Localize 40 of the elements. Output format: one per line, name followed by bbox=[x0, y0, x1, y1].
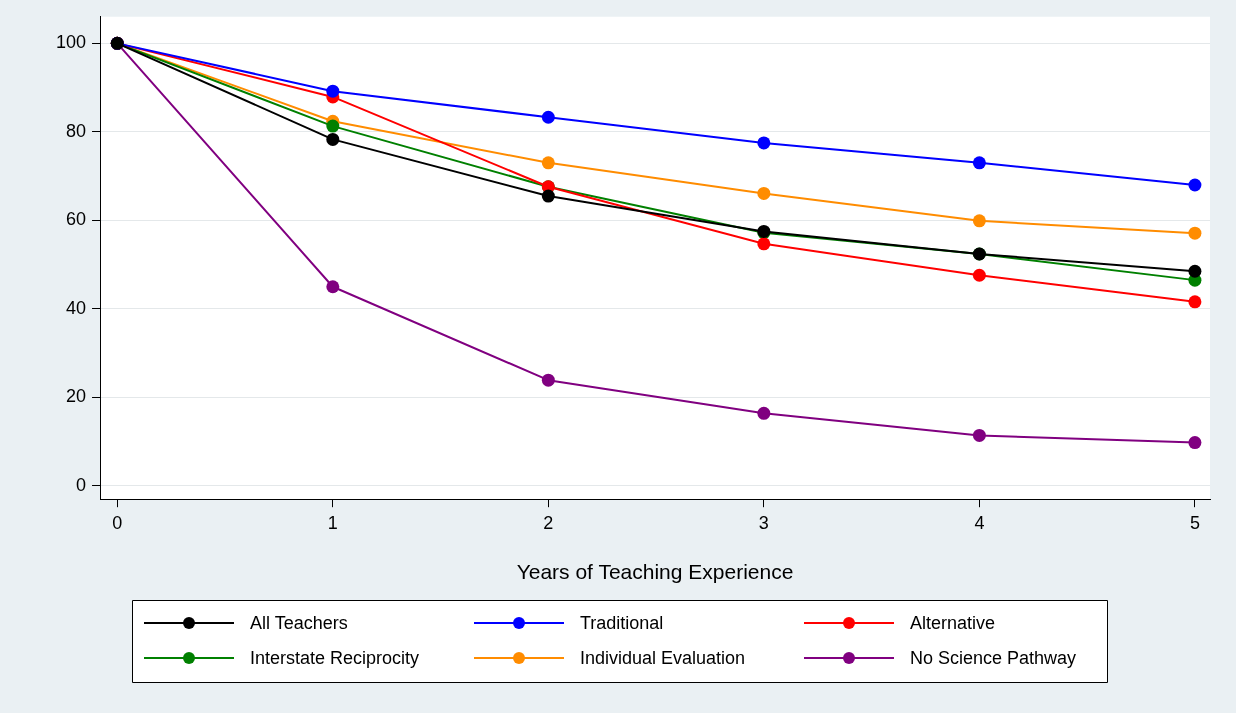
point bbox=[1188, 264, 1202, 278]
y-tick-label: 20 bbox=[66, 386, 87, 407]
x-tick-label: 4 bbox=[974, 512, 985, 533]
point bbox=[326, 132, 340, 146]
point bbox=[541, 156, 555, 170]
y-tick-label: 80 bbox=[66, 120, 87, 141]
y-tick-label: 60 bbox=[66, 209, 87, 230]
point bbox=[972, 268, 986, 282]
point bbox=[326, 84, 340, 98]
point bbox=[757, 406, 771, 420]
y-tick-label: 0 bbox=[76, 474, 87, 495]
point bbox=[972, 156, 986, 170]
point bbox=[326, 280, 340, 294]
point bbox=[972, 428, 986, 442]
point bbox=[1188, 178, 1202, 192]
legend-label: Individual Evaluation bbox=[580, 647, 746, 668]
x-tick-label: 2 bbox=[543, 512, 554, 533]
point bbox=[1188, 226, 1202, 240]
x-tick-label: 0 bbox=[112, 512, 123, 533]
point bbox=[326, 119, 340, 133]
point bbox=[1188, 436, 1202, 450]
legend-label: No Science Pathway bbox=[910, 647, 1077, 668]
x-tick-label: 5 bbox=[1189, 512, 1200, 533]
x-tick-label: 3 bbox=[758, 512, 769, 533]
point bbox=[972, 214, 986, 228]
legend-label: All Teachers bbox=[250, 612, 348, 633]
legend-label: Alternative bbox=[910, 612, 996, 633]
x-axis-title: Years of Teaching Experience bbox=[516, 560, 794, 584]
legend-label: Interstate Reciprocity bbox=[250, 647, 420, 668]
point bbox=[757, 186, 771, 200]
point bbox=[541, 189, 555, 203]
point bbox=[757, 136, 771, 150]
point bbox=[757, 237, 771, 251]
legend-label: Traditional bbox=[580, 612, 664, 633]
point bbox=[541, 110, 555, 124]
point bbox=[541, 373, 555, 387]
x-tick-label: 1 bbox=[327, 512, 338, 533]
point bbox=[1188, 295, 1202, 309]
y-tick-label: 100 bbox=[55, 32, 87, 53]
y-tick-label: 40 bbox=[66, 297, 87, 318]
